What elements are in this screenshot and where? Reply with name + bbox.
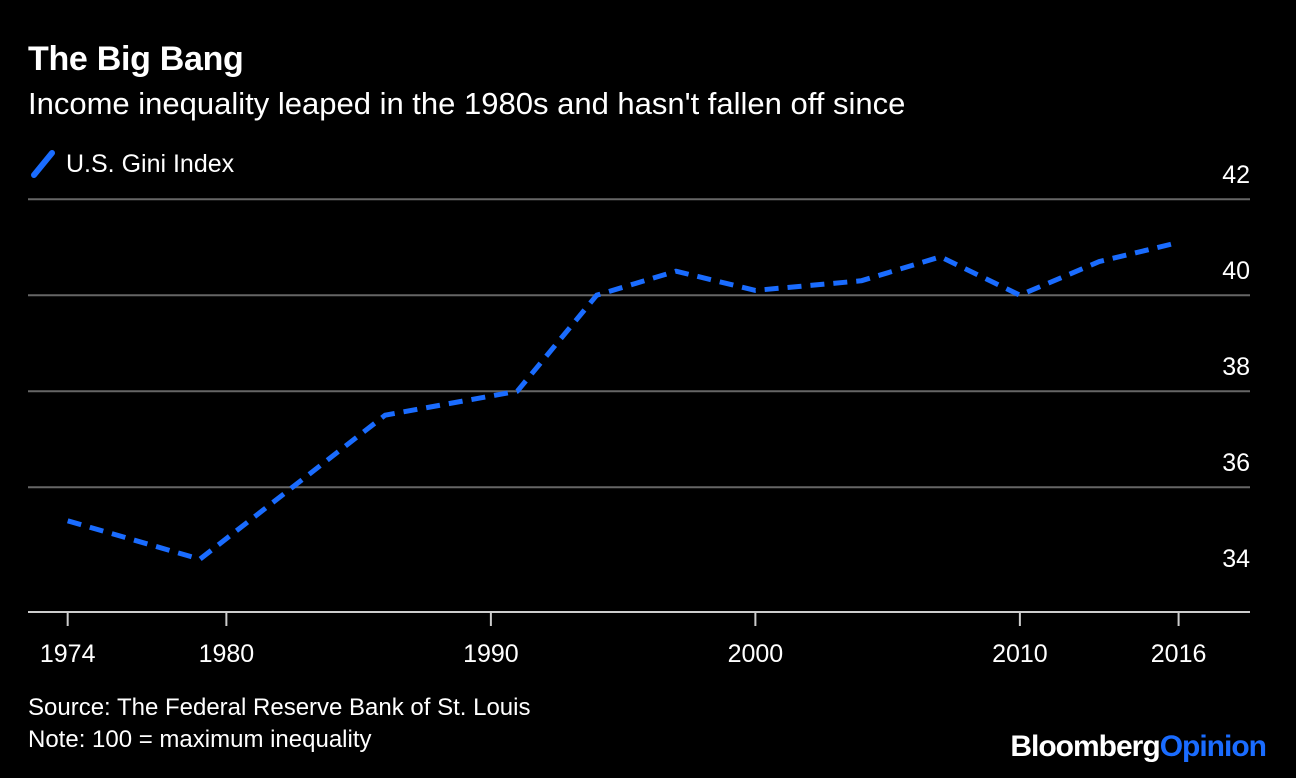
y-tick-label-36: 36: [1222, 449, 1250, 477]
series-line-0: [67, 239, 1180, 562]
y-tick-label-40: 40: [1222, 257, 1250, 285]
legend-label: U.S. Gini Index: [66, 149, 235, 178]
y-tick-label-38: 38: [1222, 353, 1250, 381]
chart-footer: Source: The Federal Reserve Bank of St. …: [28, 692, 531, 756]
source-note: Source: The Federal Reserve Bank of St. …: [28, 694, 531, 721]
bloomberg-opinion-logo: BloombergOpinion: [1010, 730, 1267, 764]
chart-subtitle: Income inequality leaped in the 1980s an…: [28, 86, 906, 121]
y-tick-label-34: 34: [1222, 545, 1250, 573]
brand-section: Opinion: [1159, 730, 1267, 763]
x-tick-label-1990: 1990: [463, 640, 519, 668]
chart-legend: U.S. Gini Index: [30, 148, 234, 180]
x-tick-label-1974: 1974: [40, 640, 96, 668]
legend-swatch-icon: [31, 150, 55, 178]
chart-title: The Big Bang: [28, 40, 244, 78]
x-tick-label-2010: 2010: [992, 640, 1048, 668]
y-tick-label-42: 42: [1222, 161, 1250, 189]
definition-note: Note: 100 = maximum inequality: [28, 726, 372, 753]
x-tick-label-2000: 2000: [728, 640, 784, 668]
brand-name: Bloomberg: [1010, 730, 1160, 763]
x-tick-label-2016: 2016: [1151, 640, 1207, 668]
x-tick-label-1980: 1980: [199, 640, 255, 668]
